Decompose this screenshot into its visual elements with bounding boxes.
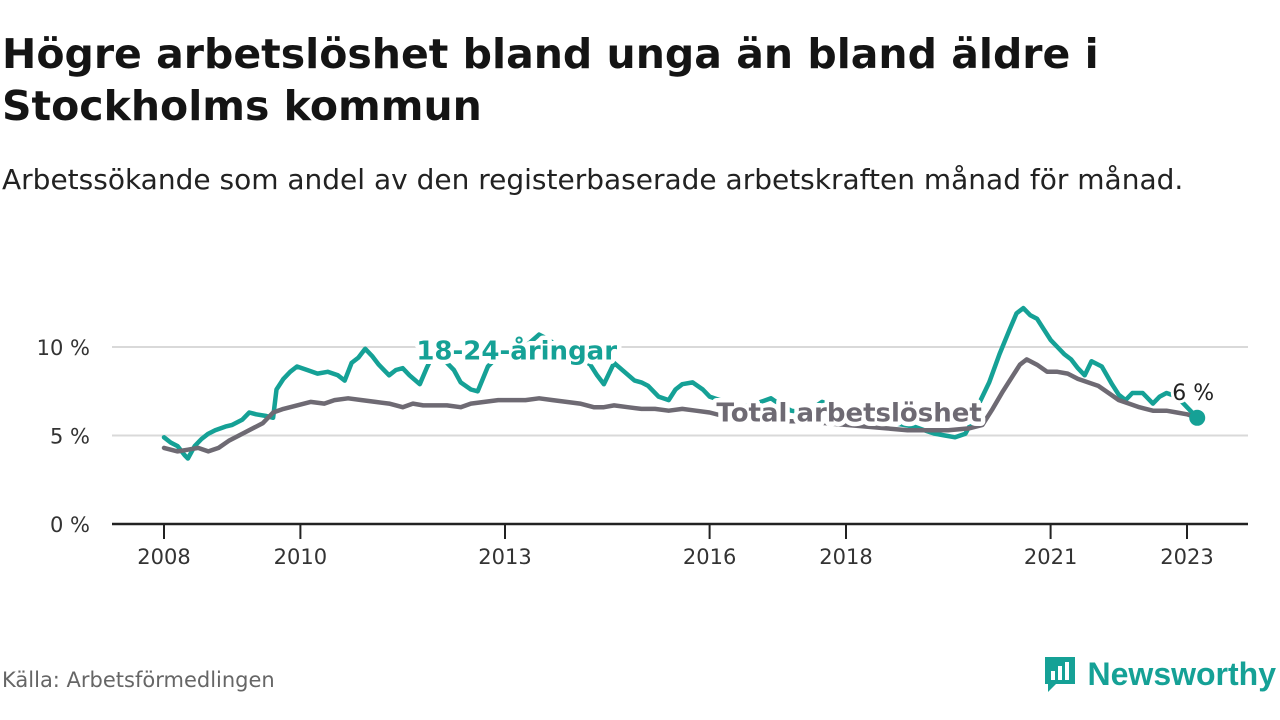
x-tick-label: 2021 (1024, 545, 1077, 569)
x-tick-label: 2008 (137, 545, 190, 569)
end-value-label: 6 % (1172, 381, 1214, 406)
x-axis-ticks: 2008 2010 2013 2016 2018 2021 2023 (137, 524, 1214, 569)
x-tick-label: 2016 (683, 545, 736, 569)
y-tick-label: 0 % (50, 513, 90, 537)
end-point-marker (1189, 409, 1206, 426)
x-tick-label: 2018 (819, 545, 872, 569)
x-tick-label: 2023 (1160, 545, 1213, 569)
newsworthy-logo-icon (1044, 657, 1075, 692)
page-title: Högre arbetslöshet bland unga än bland ä… (2, 30, 1099, 130)
series-line-young (161, 305, 1200, 461)
series-line-total (161, 357, 1200, 454)
x-tick-label: 2013 (478, 545, 531, 569)
y-tick-label: 5 % (50, 425, 90, 449)
y-tick-label: 10 % (37, 336, 90, 360)
brand-name: Newsworthy (1087, 655, 1276, 692)
series-label-young: 18-24-åringar (416, 334, 617, 366)
series-label-total: Total arbetslöshet (716, 398, 981, 428)
gridlines (112, 346, 1248, 526)
page-subtitle: Arbetssökande som andel av den registerb… (2, 163, 1184, 196)
y-axis-ticks: 0 % 5 % 10 % (37, 336, 90, 537)
x-tick-label: 2010 (274, 545, 327, 569)
source-note: Källa: Arbetsförmedlingen (2, 668, 275, 692)
brand-logo[interactable]: Newsworthy (1042, 652, 1276, 696)
